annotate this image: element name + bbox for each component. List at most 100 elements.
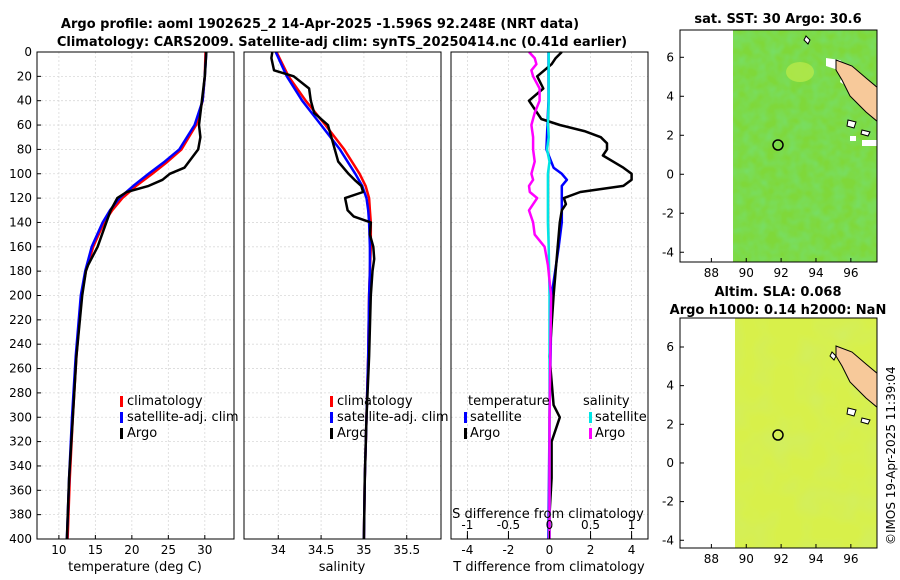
- y-tick-label: 20: [17, 69, 32, 83]
- x-tick-label: 0: [546, 543, 554, 557]
- y-tick-label: 240: [9, 337, 32, 351]
- y-tick-label: 120: [9, 191, 32, 205]
- x-tick-label: -2: [502, 543, 514, 557]
- map-lon-tick-label: 90: [739, 552, 754, 566]
- map-lon-tick-label: 96: [843, 552, 858, 566]
- s-difference-x-ticks: -1 -0.5 0 0.5 1: [461, 518, 635, 539]
- difference-legend: temperature satellite Argo salinity sate…: [464, 394, 647, 441]
- map-lat-tick-label: -2: [662, 206, 674, 220]
- x-tick-label: 20: [124, 543, 139, 557]
- sst-map-lat-ticks: 6 4 2 0 -2 -4: [662, 50, 684, 259]
- argo-location-marker: [772, 429, 784, 441]
- y-tick-label: 60: [17, 118, 32, 132]
- legend-t-argo: Argo: [470, 426, 500, 441]
- y-tick-label: 40: [17, 94, 32, 108]
- y-tick-label: 300: [9, 410, 32, 424]
- salinity-series: [270, 51, 376, 540]
- series-line-argo: [65, 51, 208, 540]
- sla-map-title-line1: Altim. SLA: 0.068: [715, 285, 842, 300]
- series-line-argo: [270, 51, 376, 540]
- legend-climatology-swatch: [330, 396, 333, 407]
- sla-ocean-texture: [735, 318, 877, 548]
- legend-t-satellite-swatch: [464, 412, 467, 423]
- legend-climatology: climatology: [127, 394, 203, 409]
- legend-s-argo-swatch: [589, 428, 592, 439]
- series-line-climatology: [66, 51, 207, 540]
- legend-argo-swatch: [330, 428, 333, 439]
- difference-panel: -4 -2 0 2 4 -1 -0.5 0 0.5 1 T difference from cl…: [450, 51, 649, 575]
- legend-argo: Argo: [337, 426, 367, 441]
- legend-s-argo: Argo: [595, 426, 625, 441]
- s-difference-x-label: S difference from climatology: [452, 507, 644, 522]
- temperature-panel: 10 15 20 25 30 0 20 40 60 80 100 120 140 160 180 200 22…: [9, 45, 239, 575]
- map-lon-tick-label: 92: [773, 552, 788, 566]
- figure-title-line2: Climatology: CARS2009. Satellite-adj cli…: [57, 35, 627, 50]
- x-tick-label: 34.5: [308, 543, 335, 557]
- x-tick-label: 15: [88, 543, 103, 557]
- x-tick-label: 35: [356, 543, 371, 557]
- x-tick-label: 10: [51, 543, 66, 557]
- map-lat-tick-label: -2: [662, 495, 674, 509]
- x2-tick-label: 0.5: [581, 518, 600, 532]
- legend-argo: Argo: [127, 426, 157, 441]
- legend-s-satellite: satellite: [595, 410, 647, 425]
- salinity-panel: 34 34.5 35 35.5 salinity climatology satell…: [243, 51, 449, 575]
- sla-map: Altim. SLA: 0.068 Argo h1000: 0.14 h2000…: [662, 285, 886, 566]
- map-lat-tick-label: 6: [666, 340, 674, 354]
- salinity-x-ticks: 34 34.5 35 35.5: [271, 535, 420, 557]
- t-difference-x-label: T difference from climatology: [452, 560, 645, 575]
- sla-map-field: [680, 318, 877, 548]
- legend-satellite-adj: satellite-adj. clim: [127, 410, 239, 425]
- map-lon-tick-label: 90: [739, 266, 754, 280]
- legend-s-satellite-swatch: [589, 412, 592, 423]
- map-lon-tick-label: 92: [773, 266, 788, 280]
- temperature-legend: climatology satellite-adj. clim Argo: [120, 394, 239, 441]
- y-tick-label: 180: [9, 264, 32, 278]
- sumatra-land: [835, 345, 877, 408]
- x2-tick-label: -0.5: [497, 518, 520, 532]
- map-lat-tick-label: 4: [666, 379, 674, 393]
- temperature-x-ticks: 10 15 20 25 30: [51, 535, 212, 557]
- y-tick-label: 320: [9, 435, 32, 449]
- legend-satellite-adj: satellite-adj. clim: [337, 410, 449, 425]
- difference-series: [527, 51, 633, 540]
- sst-map-field: [680, 30, 877, 262]
- map-lat-tick-label: -4: [662, 245, 674, 259]
- legend-t-satellite: satellite: [470, 410, 522, 425]
- copyright-stamp: ©IMOS 19-Apr-2025 11:39:04: [884, 366, 898, 545]
- map-lat-tick-label: 4: [666, 89, 674, 103]
- series-line-salinity-satellite: [545, 52, 551, 539]
- y-tick-label: 360: [9, 483, 32, 497]
- temperature-x-label: temperature (deg C): [68, 560, 202, 575]
- y-tick-label: 340: [9, 459, 32, 473]
- x-tick-label: 34: [271, 543, 286, 557]
- y-tick-label: 280: [9, 386, 32, 400]
- map-lon-tick-label: 94: [808, 266, 823, 280]
- map-lon-tick-label: 88: [704, 266, 719, 280]
- legend-argo-swatch: [120, 428, 123, 439]
- map-lat-tick-label: 0: [666, 167, 674, 181]
- y-tick-label: 400: [9, 532, 32, 546]
- y-tick-label: 80: [17, 142, 32, 156]
- temperature-grid: [37, 51, 234, 540]
- x-tick-label: 4: [628, 543, 636, 557]
- salinity-axes-frame: [243, 51, 442, 540]
- salinity-x-label: salinity: [319, 560, 366, 575]
- temperature-series: [65, 51, 208, 540]
- y-tick-label: 260: [9, 362, 32, 376]
- map-lat-tick-label: 0: [666, 456, 674, 470]
- x2-tick-label: 0: [546, 518, 554, 532]
- x-tick-label: -4: [461, 543, 473, 557]
- legend-t-argo-swatch: [464, 428, 467, 439]
- map-lon-tick-label: 88: [704, 552, 719, 566]
- sla-map-lon-ticks: 88 90 92 94 96: [704, 544, 858, 566]
- salinity-grid: [244, 51, 441, 540]
- argo-location-marker: [772, 139, 784, 151]
- legend-climatology-swatch: [120, 396, 123, 407]
- map-lon-tick-label: 96: [843, 266, 858, 280]
- y-tick-label: 220: [9, 313, 32, 327]
- sst-map-lon-ticks: 88 90 92 94 96: [704, 258, 858, 280]
- x2-tick-label: -1: [461, 518, 473, 532]
- x-tick-label: 2: [587, 543, 595, 557]
